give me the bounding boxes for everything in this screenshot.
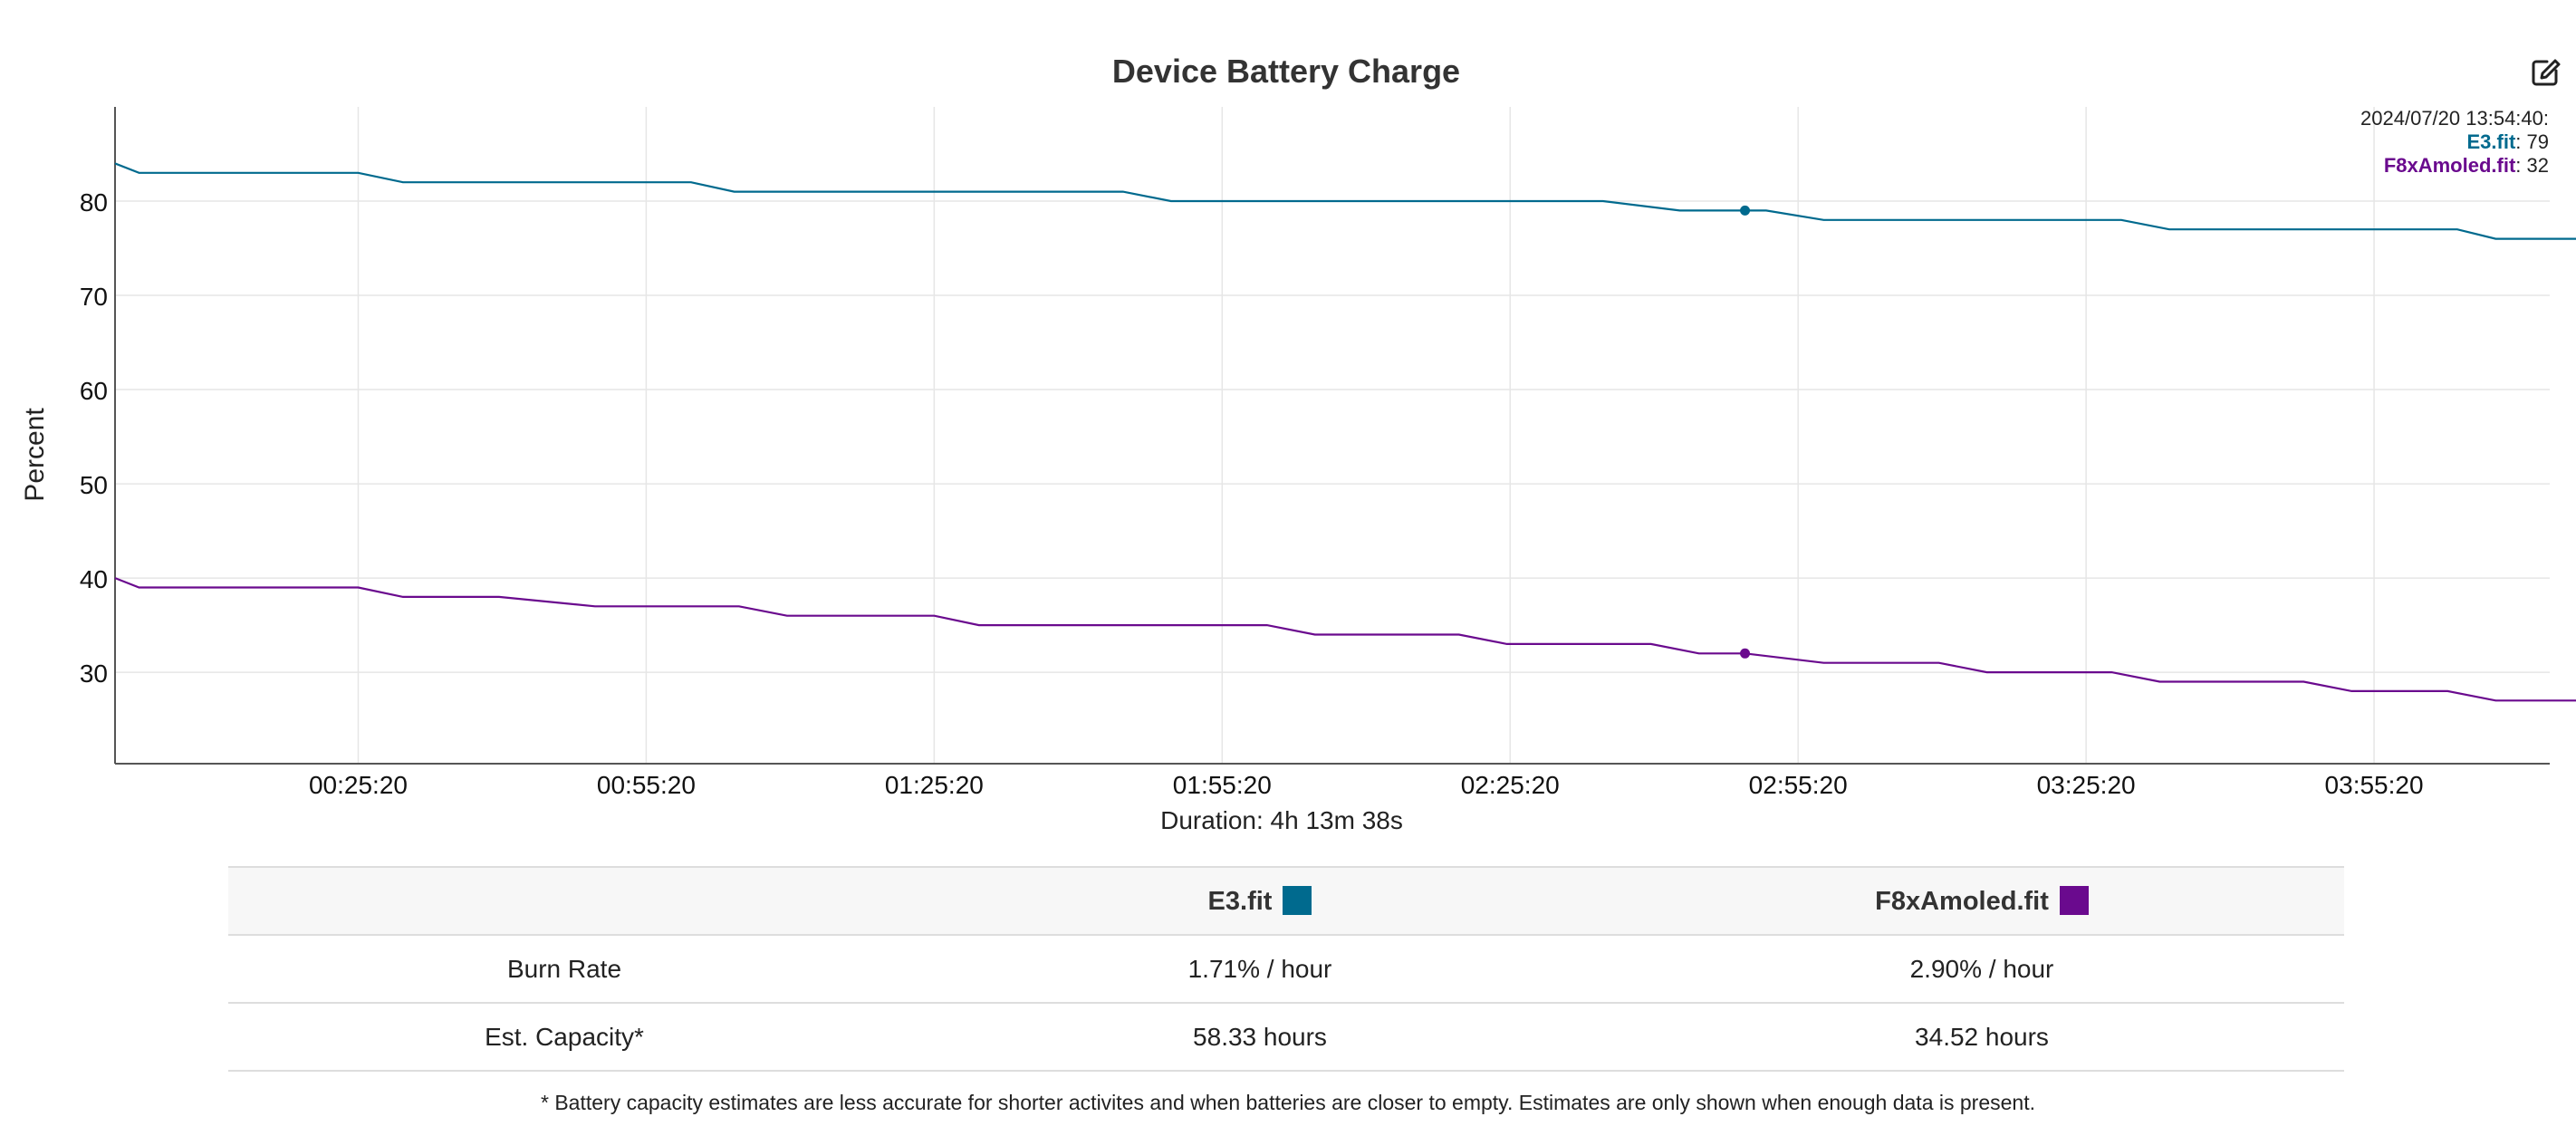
export-edit-icon[interactable] bbox=[2529, 56, 2562, 89]
cell-value: 58.33 hours bbox=[900, 1002, 1620, 1072]
x-tick-label: 00:55:20 bbox=[597, 771, 696, 799]
footnote: * Battery capacity estimates are less ac… bbox=[540, 1091, 2035, 1114]
series-color-swatch bbox=[2059, 885, 2089, 915]
y-tick-label: 50 bbox=[80, 471, 108, 499]
axes bbox=[114, 107, 2550, 765]
summary-header-f8x: F8xAmoled.fit bbox=[1620, 866, 2344, 935]
summary-header-label: E3.fit bbox=[1207, 886, 1273, 916]
x-tick-label: 00:25:20 bbox=[309, 771, 408, 799]
x-tick-label: 02:25:20 bbox=[1461, 771, 1560, 799]
summary-header-e3: E3.fit bbox=[900, 866, 1620, 935]
battery-summary-table: E3.fit F8xAmoled.fit Burn Rate 1.71% / h… bbox=[228, 866, 2344, 1072]
readout-entry: F8xAmoled.fit: 32 bbox=[2384, 154, 2549, 177]
series-color-swatch bbox=[1283, 885, 1312, 915]
series-line bbox=[114, 162, 2576, 240]
row-label: Est. Capacity* bbox=[228, 1002, 900, 1072]
y-axis-label: Percent bbox=[20, 408, 50, 502]
x-tick-label: 03:25:20 bbox=[2037, 771, 2136, 799]
summary-header-label: F8xAmoled.fit bbox=[1875, 886, 2049, 916]
battery-chart: Device Battery Charge 30 40 50 60 70 80 00:25… bbox=[20, 53, 2576, 834]
readout-value: : 32 bbox=[2515, 154, 2549, 177]
y-tick-label: 60 bbox=[80, 377, 108, 405]
cell-value: 34.52 hours bbox=[1620, 1002, 2344, 1072]
y-tick-label: 40 bbox=[80, 565, 108, 593]
y-tick-labels: 30 40 50 60 70 80 bbox=[80, 188, 108, 688]
readout-timestamp: 2024/07/20 13:54:40: bbox=[2360, 107, 2549, 130]
table-row: Burn Rate 1.71% / hour 2.90% / hour bbox=[228, 934, 2344, 1003]
y-tick-label: 80 bbox=[80, 188, 108, 217]
readout-series-label: E3.fit bbox=[2467, 130, 2516, 153]
hover-point-marker bbox=[1740, 205, 1751, 216]
x-tick-labels: 00:25:20 00:55:20 01:25:20 01:55:20 02:25:20… bbox=[309, 771, 2424, 799]
readout-series-label: F8xAmoled.fit bbox=[2384, 154, 2516, 177]
table-row: Est. Capacity* 58.33 hours 34.52 hours bbox=[228, 1002, 2344, 1072]
crosshair-readout: 2024/07/20 13:54:40:E3.fit: 79F8xAmoled.… bbox=[1740, 107, 2549, 659]
x-tick-label: 01:25:20 bbox=[885, 771, 984, 799]
hover-point-marker bbox=[1740, 648, 1751, 659]
x-tick-label: 01:55:20 bbox=[1173, 771, 1272, 799]
x-axis-label: Duration: 4h 13m 38s bbox=[1160, 806, 1403, 834]
summary-header-row: E3.fit F8xAmoled.fit bbox=[228, 866, 2344, 935]
cell-value: 1.71% / hour bbox=[900, 934, 1620, 1003]
readout-value: : 79 bbox=[2515, 130, 2549, 153]
series-line bbox=[114, 577, 2576, 702]
y-tick-label: 70 bbox=[80, 283, 108, 311]
row-label: Burn Rate bbox=[228, 934, 900, 1003]
x-tick-label: 03:55:20 bbox=[2325, 771, 2424, 799]
series-lines bbox=[114, 162, 2576, 702]
chart-title: Device Battery Charge bbox=[1112, 53, 1460, 90]
summary-header-blank bbox=[228, 866, 900, 935]
readout-entry: E3.fit: 79 bbox=[2467, 130, 2550, 153]
y-tick-label: 30 bbox=[80, 659, 108, 688]
grid-lines bbox=[115, 107, 2550, 764]
cell-value: 2.90% / hour bbox=[1620, 934, 2344, 1003]
x-tick-label: 02:55:20 bbox=[1749, 771, 1848, 799]
